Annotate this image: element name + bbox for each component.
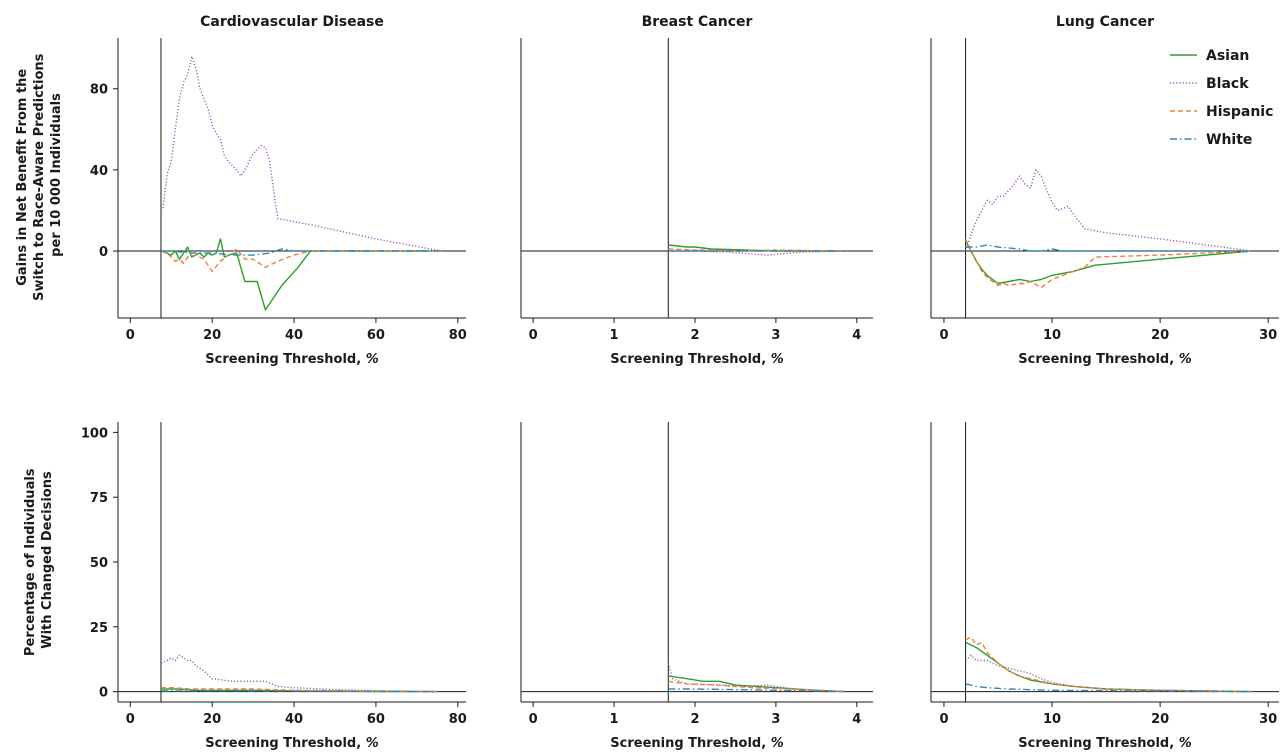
- panel-1-series-hispanic: [160, 248, 438, 272]
- panel-2-xlabel: Screening Threshold, %: [610, 352, 783, 367]
- panel-3-xtick-label: 10: [1043, 328, 1061, 343]
- panel-1-series-white: [161, 248, 438, 256]
- panel-4-ytick-label: 75: [90, 491, 108, 506]
- panel-5-xtick-label: 2: [690, 712, 699, 727]
- panel-3: Lung Cancer 0 10 20 30 Screening Threshold, %: [930, 14, 1279, 367]
- panel-5-xtick-label: 1: [610, 712, 619, 727]
- panel-3-series-white: [965, 244, 1252, 252]
- panel-5-series-white: [668, 688, 845, 693]
- row2-ylabel-line2: With Changed Decisions: [40, 471, 55, 649]
- panel-3-series-black: [964, 169, 1253, 252]
- panel-2-xtick-label: 3: [771, 328, 780, 343]
- panel-1-xtick-label: 40: [285, 328, 303, 343]
- panel-4-ytick-label: 50: [90, 556, 108, 571]
- panel-3-series-asian: [964, 240, 1253, 285]
- legend: Asian Black Hispanic White: [1170, 48, 1273, 148]
- panel-2-xtick-label: 0: [529, 328, 538, 343]
- legend-label-hispanic: Hispanic: [1206, 104, 1273, 120]
- row1-ylabel-line2: Switch to Race-Aware Predictions: [32, 53, 47, 301]
- panel-5: 0 1 2 3 4 Screening Threshold, %: [520, 422, 873, 751]
- panel-6-xtick-label: 10: [1043, 712, 1061, 727]
- panel-3-xtick-label: 30: [1259, 328, 1277, 343]
- panel-3-series-hispanic: [964, 238, 1253, 289]
- panel-4-xtick-label: 20: [203, 712, 221, 727]
- row1-ylabel: Gains in Net Benefit From the Switch to …: [15, 49, 64, 301]
- panel-4-ytick-label: 100: [81, 426, 108, 441]
- panel-1-series-asian: [160, 238, 438, 311]
- panel-6-series-white: [965, 683, 1253, 693]
- legend-label-asian: Asian: [1206, 48, 1249, 64]
- panel-4-series-white: [161, 690, 438, 693]
- panel-4-series-hispanic: [161, 687, 438, 693]
- panel-5-xtick-label: 3: [771, 712, 780, 727]
- panel-5-series-hispanic: [668, 680, 845, 693]
- panel-3-xlabel: Screening Threshold, %: [1018, 352, 1191, 367]
- panel-1-ytick-label: 80: [90, 83, 108, 98]
- panel-3-title: Lung Cancer: [1056, 14, 1154, 30]
- panel-5-xtick-label: 0: [529, 712, 538, 727]
- panel-1-xlabel: Screening Threshold, %: [205, 352, 378, 367]
- row2-ylabel-line1: Percentage of Individuals: [23, 468, 38, 656]
- panel-6-series-black: [965, 654, 1253, 693]
- panel-2-xtick-label: 4: [852, 328, 861, 343]
- panel-6-xtick-label: 20: [1151, 712, 1169, 727]
- panel-4-ytick-label: 25: [90, 621, 108, 636]
- panel-6-xtick-label: 30: [1259, 712, 1277, 727]
- panel-6-series-hispanic: [965, 636, 1253, 693]
- panel-4-series-black: [160, 654, 438, 693]
- panel-5-xtick-label: 4: [852, 712, 861, 727]
- panel-3-xtick-label: 20: [1151, 328, 1169, 343]
- row2-ylabel: Percentage of Individuals With Changed D…: [23, 464, 55, 656]
- panel-1-ytick-label: 40: [90, 164, 108, 179]
- legend-label-black: Black: [1206, 76, 1249, 92]
- panel-1-ytick-label: 0: [99, 245, 108, 260]
- panel-2-xtick-label: 2: [690, 328, 699, 343]
- panel-6-xlabel: Screening Threshold, %: [1018, 736, 1191, 751]
- panel-4-ytick-label: 0: [99, 686, 108, 701]
- legend-label-white: White: [1206, 132, 1252, 148]
- panel-4-xtick-label: 0: [126, 712, 135, 727]
- panel-4-xtick-label: 40: [285, 712, 303, 727]
- panel-2-xtick-label: 1: [610, 328, 619, 343]
- panel-6-xtick-label: 0: [939, 712, 948, 727]
- panel-1-series-black: [160, 55, 442, 252]
- panel-1-title: Cardiovascular Disease: [200, 14, 384, 30]
- row1-ylabel-line1: Gains in Net Benefit From the: [15, 69, 30, 286]
- panel-4-xlabel: Screening Threshold, %: [205, 736, 378, 751]
- panel-2: Breast Cancer 0 1 2 3 4 Screening Threshold, %: [520, 14, 873, 367]
- panel-1-xtick-label: 60: [367, 328, 385, 343]
- panel-4-xtick-label: 80: [449, 712, 467, 727]
- panel-4-xtick-label: 60: [367, 712, 385, 727]
- panel-2-title: Breast Cancer: [642, 14, 753, 30]
- panel-5-xlabel: Screening Threshold, %: [610, 736, 783, 751]
- panel-4: 0 20 40 60 80 Screening Threshold, % 0 25 50 75 10…: [81, 422, 467, 751]
- panel-1-xtick-label: 80: [449, 328, 467, 343]
- panel-1: Cardiovascular Disease 0 20 40 60 80 Screening…: [90, 14, 467, 367]
- row1-ylabel-line3: per 10 000 Individuals: [49, 93, 64, 257]
- panel-3-xtick-label: 0: [939, 328, 948, 343]
- panel-6-series-asian: [965, 641, 1253, 693]
- panel-1-xtick-label: 0: [126, 328, 135, 343]
- panel-6: 0 10 20 30 Screening Threshold, %: [930, 422, 1279, 751]
- panel-1-xtick-label: 20: [203, 328, 221, 343]
